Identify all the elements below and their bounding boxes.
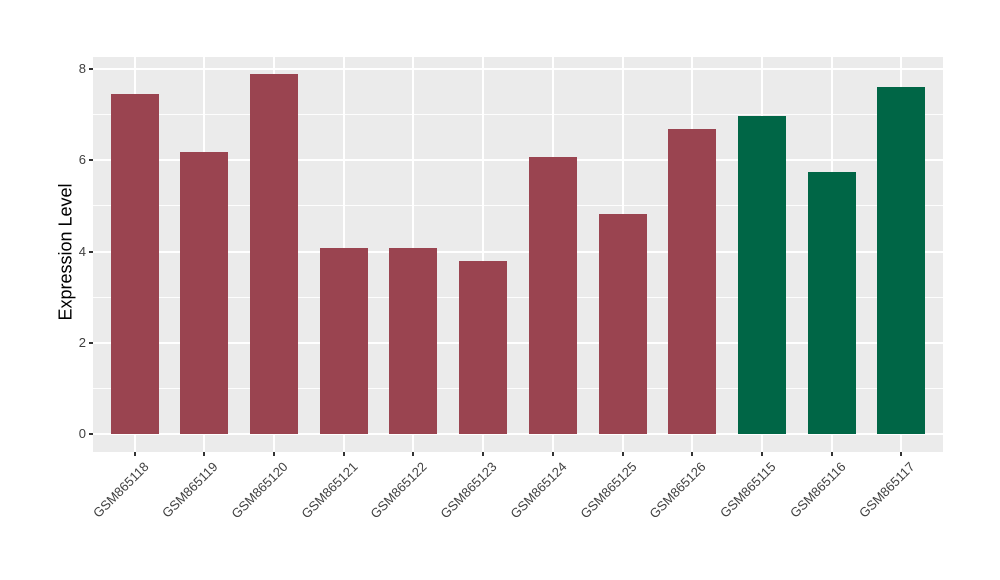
y-tick-label-8: 8 [78,61,86,76]
x-tick-mark-GSM865115 [760,452,763,456]
x-tick-mark-GSM865126 [691,452,694,456]
x-tick-mark-GSM865123 [482,452,485,456]
y-tick-mark-0 [89,433,93,435]
x-tick-mark-GSM865119 [203,452,206,456]
y-tick-label-0: 0 [78,426,86,441]
y-tick-mark-4 [89,250,93,253]
gridline-minor-y-3 [93,296,943,298]
bar-GSM865121 [319,248,368,434]
gridline-minor-y-1 [93,387,943,389]
gridline-x-GSM865123 [482,57,485,452]
x-tick-mark-GSM865121 [342,452,345,456]
bar-GSM865123 [459,261,508,434]
x-tick-label-GSM865118: GSM865118 [89,459,152,521]
y-tick-label-2: 2 [78,334,86,350]
bar-GSM865118 [110,94,159,434]
y-tick-label-6: 6 [78,152,86,168]
x-tick-mark-GSM865117 [900,452,903,456]
y-tick-mark-2 [89,341,93,344]
x-tick-mark-GSM865118 [133,452,136,456]
gridline-minor-y-5 [93,205,943,207]
bar-GSM865122 [389,248,438,434]
gridline-major-y-2 [93,341,943,344]
x-tick-mark-GSM865124 [551,452,554,456]
bar-GSM865116 [807,171,856,434]
bar-GSM865124 [528,156,577,434]
x-tick-mark-GSM865120 [273,452,276,456]
x-tick-mark-GSM865122 [412,452,415,456]
gridline-major-y-4 [93,250,943,253]
bar-GSM865125 [598,214,647,434]
bar-GSM865115 [737,116,786,434]
bar-GSM865126 [668,128,717,434]
gridline-minor-y-7 [93,114,943,116]
x-tick-mark-GSM865116 [830,452,833,456]
gridline-major-y-8 [93,68,943,70]
bar-GSM865120 [250,74,299,434]
y-tick-mark-6 [89,159,93,162]
y-tick-mark-8 [89,68,93,70]
plot-panel [93,57,943,452]
x-tick-mark-GSM865125 [621,452,624,456]
y-tick-label-4: 4 [78,243,86,259]
gridline-major-y-6 [93,159,943,162]
bar-GSM865119 [180,152,229,434]
bar-GSM865117 [877,86,926,434]
gridline-major-y-0 [93,433,943,435]
